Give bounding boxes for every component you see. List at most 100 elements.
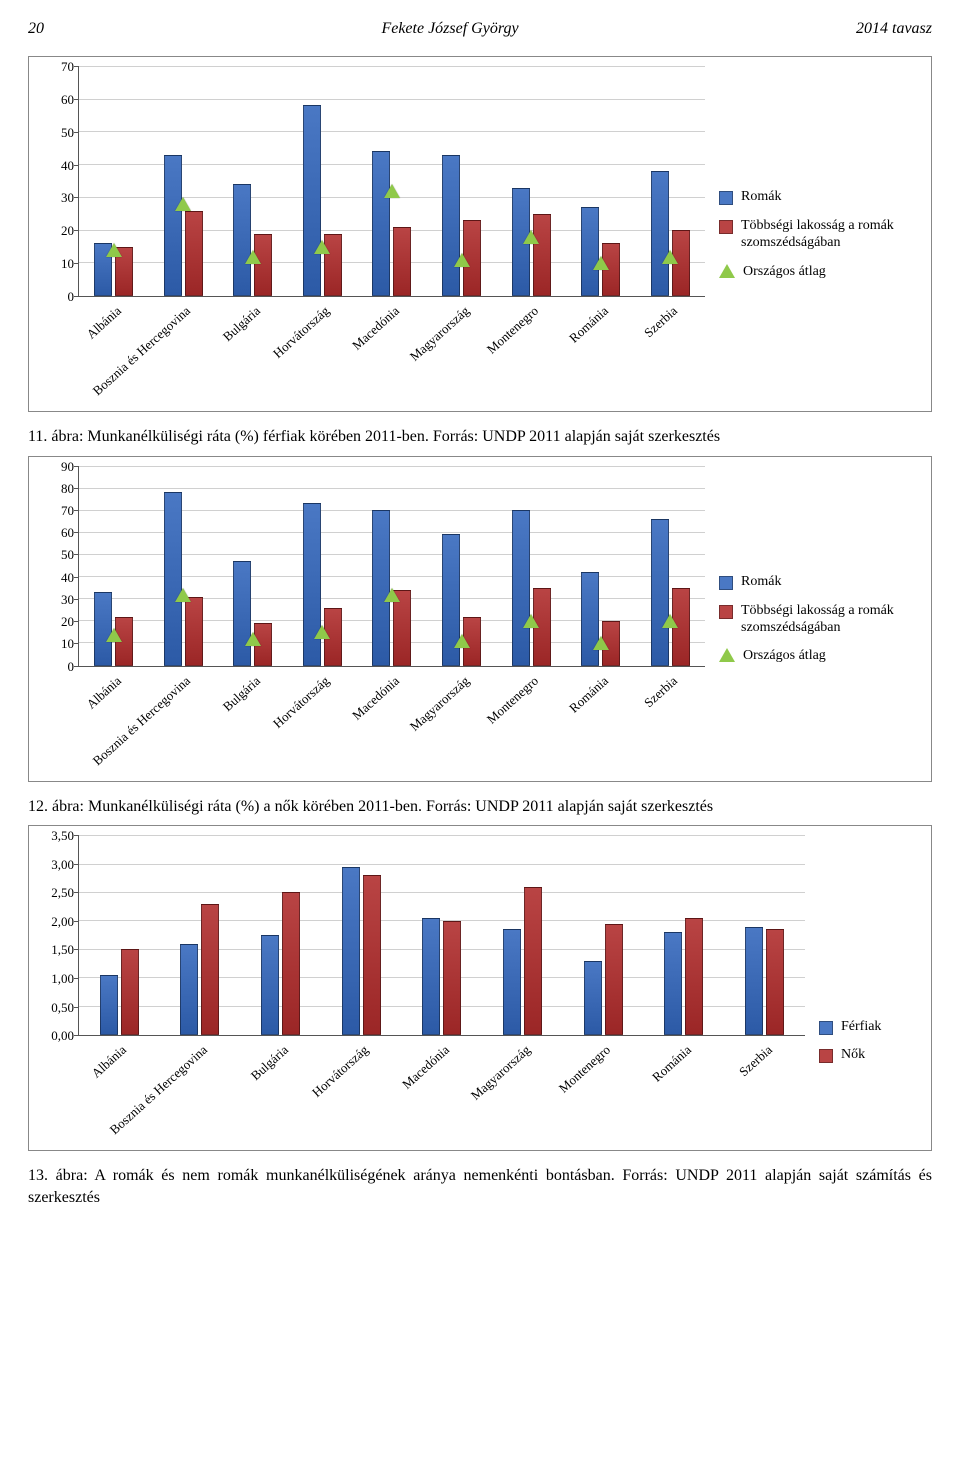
category-group bbox=[402, 918, 483, 1035]
y-tick-label: 20 bbox=[61, 614, 74, 630]
x-label: Magyarország bbox=[406, 303, 472, 365]
marker-triangle-icon bbox=[662, 614, 678, 628]
x-label: Macedónia bbox=[349, 303, 403, 354]
y-tick-label: 40 bbox=[61, 570, 74, 586]
bar-red bbox=[685, 918, 703, 1035]
y-tick-label: 20 bbox=[61, 223, 74, 239]
category-group bbox=[218, 184, 288, 296]
x-label: Bulgária bbox=[220, 673, 264, 715]
category-group bbox=[149, 492, 219, 665]
category-group bbox=[635, 519, 705, 666]
x-label: Szerbia bbox=[736, 1042, 776, 1080]
page-season: 2014 tavasz bbox=[856, 20, 932, 38]
category-group bbox=[79, 949, 160, 1035]
bar-red bbox=[443, 921, 461, 1035]
legend-tobbsegi: Többségi lakosság a romák szomszédságába… bbox=[719, 218, 919, 252]
chart-unemployment-female: 0102030405060708090AlbániaBosznia és Her… bbox=[28, 456, 932, 782]
marker-triangle-icon bbox=[593, 636, 609, 650]
caption-1: 11. ábra: Munkanélküliségi ráta (%) férf… bbox=[28, 426, 932, 448]
category-group bbox=[482, 887, 563, 1036]
x-label: Macedónia bbox=[399, 1042, 453, 1093]
category-group bbox=[160, 904, 241, 1035]
x-label: Magyarország bbox=[406, 673, 472, 735]
bar-blue bbox=[664, 932, 682, 1035]
marker-triangle-icon bbox=[175, 588, 191, 602]
legend-label: Romák bbox=[741, 189, 781, 206]
x-label: Albánia bbox=[83, 303, 124, 342]
legend-swatch-icon bbox=[719, 264, 735, 278]
x-label: Magyarország bbox=[467, 1042, 533, 1104]
x-label: Macedónia bbox=[349, 673, 403, 724]
legend-romak: Romák bbox=[719, 574, 919, 591]
marker-triangle-icon bbox=[106, 628, 122, 642]
x-label: Horvátország bbox=[270, 303, 333, 362]
legend-swatch-icon bbox=[819, 1021, 833, 1035]
page-header: 20 Fekete József György 2014 tavasz bbox=[28, 20, 932, 38]
bar-blue bbox=[180, 944, 198, 1035]
marker-triangle-icon bbox=[314, 625, 330, 639]
page-author: Fekete József György bbox=[381, 20, 518, 38]
caption-3: 13. ábra: A romák és nem romák munkanélk… bbox=[28, 1165, 932, 1208]
legend-swatch-icon bbox=[719, 220, 733, 234]
y-tick-label: 70 bbox=[61, 59, 74, 75]
bar-red bbox=[393, 227, 411, 296]
x-label: Románia bbox=[566, 303, 612, 346]
y-tick-label: 60 bbox=[61, 525, 74, 541]
marker-triangle-icon bbox=[245, 632, 261, 646]
bar-blue bbox=[584, 961, 602, 1035]
bar-red bbox=[185, 597, 203, 666]
legend-swatch-icon bbox=[719, 605, 733, 619]
x-label: Montenegro bbox=[484, 303, 542, 357]
marker-triangle-icon bbox=[593, 256, 609, 270]
category-group bbox=[357, 151, 427, 296]
bar-blue bbox=[164, 155, 182, 296]
bar-red bbox=[363, 875, 381, 1035]
bar-red bbox=[524, 887, 542, 1036]
chart-unemployment-ratio: 0,000,501,001,502,002,503,003,50AlbániaB… bbox=[28, 825, 932, 1151]
legend-label: Romák bbox=[741, 574, 781, 591]
x-label: Horvátország bbox=[309, 1042, 372, 1101]
legend-swatch-icon bbox=[719, 576, 733, 590]
y-tick-label: 50 bbox=[61, 125, 74, 141]
y-tick-label: 0,50 bbox=[51, 1000, 74, 1016]
category-group bbox=[321, 867, 402, 1036]
y-tick-label: 10 bbox=[61, 636, 74, 652]
bar-red bbox=[121, 949, 139, 1035]
legend-label: Többségi lakosság a romák szomszédságába… bbox=[741, 218, 919, 252]
bar-blue bbox=[503, 929, 521, 1035]
legend-swatch-icon bbox=[719, 191, 733, 205]
x-label: Horvátország bbox=[270, 673, 333, 732]
bar-blue bbox=[303, 105, 321, 296]
bar-blue bbox=[745, 927, 763, 1036]
y-tick-label: 3,00 bbox=[51, 857, 74, 873]
bar-blue bbox=[651, 171, 669, 296]
y-tick-label: 0 bbox=[68, 659, 75, 675]
chart-unemployment-male: 010203040506070AlbániaBosznia és Hercego… bbox=[28, 56, 932, 412]
x-label: Szerbia bbox=[641, 673, 681, 711]
y-tick-label: 2,50 bbox=[51, 885, 74, 901]
x-label: Bulgária bbox=[247, 1042, 291, 1084]
y-tick-label: 30 bbox=[61, 592, 74, 608]
y-tick-label: 50 bbox=[61, 547, 74, 563]
x-label: Albánia bbox=[89, 1042, 130, 1081]
category-group bbox=[288, 105, 358, 296]
y-tick-label: 40 bbox=[61, 158, 74, 174]
bar-red bbox=[201, 904, 219, 1035]
x-label: Románia bbox=[649, 1042, 695, 1085]
y-tick-label: 30 bbox=[61, 190, 74, 206]
legend-ferfiak: Férfiak bbox=[819, 1019, 919, 1036]
y-tick-label: 2,00 bbox=[51, 914, 74, 930]
x-label: Montenegro bbox=[484, 673, 542, 727]
bar-red bbox=[254, 234, 272, 296]
category-group bbox=[563, 924, 644, 1035]
legend-swatch-icon bbox=[719, 648, 735, 662]
bar-blue bbox=[651, 519, 669, 666]
y-tick-label: 1,50 bbox=[51, 942, 74, 958]
bar-red bbox=[185, 211, 203, 296]
bar-blue bbox=[233, 561, 251, 665]
marker-triangle-icon bbox=[523, 614, 539, 628]
bar-blue bbox=[422, 918, 440, 1035]
marker-triangle-icon bbox=[454, 253, 470, 267]
caption-2: 12. ábra: Munkanélküliségi ráta (%) a nő… bbox=[28, 796, 932, 818]
y-tick-label: 90 bbox=[61, 459, 74, 475]
